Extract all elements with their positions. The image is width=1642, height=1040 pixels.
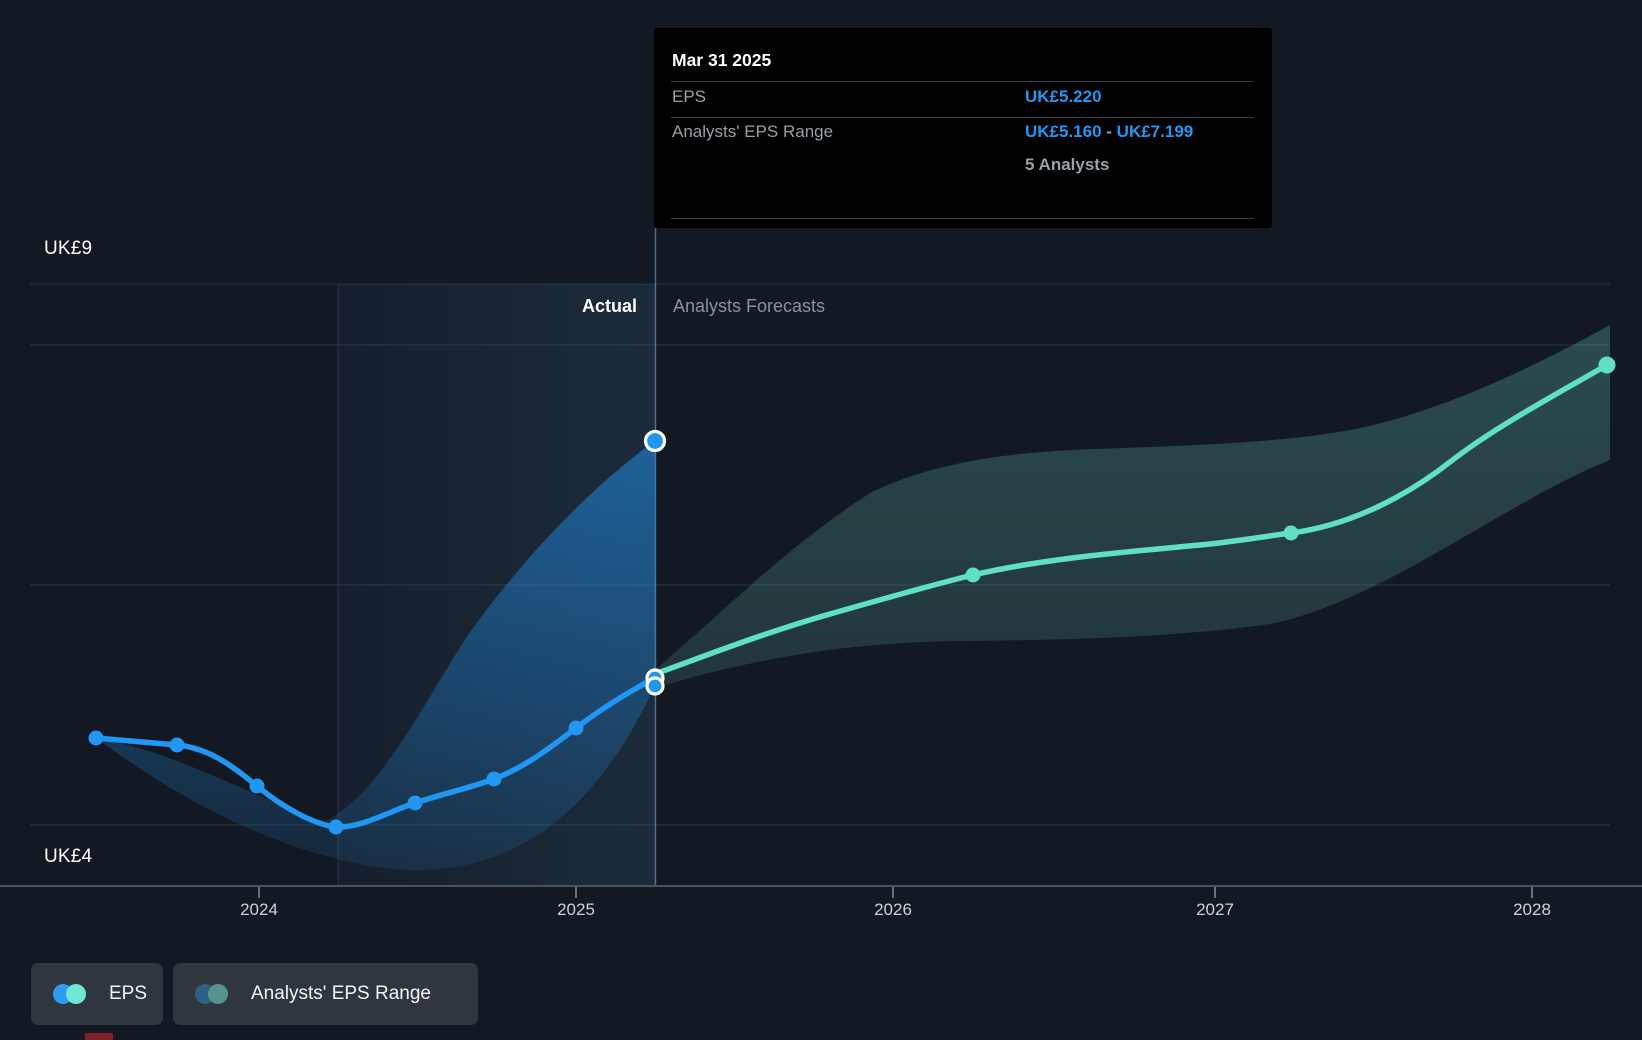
tooltip-divider [671, 81, 1254, 82]
tooltip-range-min: UK£5.160 [1025, 122, 1102, 141]
eps-data-point[interactable] [169, 737, 185, 753]
x-axis-label: 2025 [557, 900, 595, 919]
x-axis-label: 2026 [874, 900, 912, 919]
forecast-data-point[interactable] [1598, 356, 1616, 374]
forecast-data-point[interactable] [965, 567, 981, 583]
eps-data-point[interactable] [568, 720, 584, 736]
eps-data-point[interactable] [88, 730, 104, 746]
x-axis-label: 2027 [1196, 900, 1234, 919]
tooltip-range-separator: - [1101, 122, 1117, 141]
tooltip-divider [671, 218, 1254, 219]
tooltip-eps-value: UK£5.220 [1025, 87, 1102, 106]
eps-data-point[interactable] [328, 819, 344, 835]
x-axis-label: 2024 [240, 900, 278, 919]
past-analysts-range-band [96, 441, 655, 870]
tooltip-range-label: Analysts' EPS Range [672, 122, 834, 141]
forecast-phase-label: Analysts Forecasts [673, 296, 826, 316]
tooltip-eps-label: EPS [672, 87, 707, 106]
eps-highlighted-point[interactable] [645, 676, 665, 696]
y-axis-label-bottom: UK£4 [44, 846, 93, 867]
eps-data-point[interactable] [407, 795, 423, 811]
range-series-icon [195, 984, 243, 1004]
y-axis-label-top: UK£9 [44, 238, 93, 259]
eps-forecast-line [652, 362, 1610, 677]
forecast-data-point[interactable] [1283, 525, 1299, 541]
tooltip-range-max: UK£7.199 [1116, 122, 1194, 141]
eps-highlighted-point[interactable] [643, 429, 667, 453]
tooltip-analyst-count: 5 Analysts [1025, 155, 1110, 174]
legend-range-toggle[interactable]: Analysts' EPS Range [173, 963, 478, 1025]
tooltip-divider [671, 117, 1254, 118]
tooltip-range-value: UK£5.160 - UK£7.199 [1025, 122, 1193, 142]
legend-eps-toggle[interactable]: EPS [31, 963, 163, 1025]
actual-phase-label: Actual [581, 296, 637, 316]
x-axis-label: 2028 [1513, 900, 1551, 919]
eps-data-point[interactable] [249, 778, 265, 794]
bottom-red-bar [85, 1033, 113, 1040]
eps-data-point[interactable] [486, 771, 502, 787]
eps-series-icon [53, 984, 101, 1004]
tooltip-date-title: Mar 31 2025 [672, 50, 772, 70]
legend-range-label: Analysts' EPS Range [251, 983, 431, 1004]
tooltip: Mar 31 2025 EPS UK£5.220 Analysts' EPS R… [654, 28, 1272, 228]
forecast-analysts-range-band [655, 325, 1610, 688]
legend-eps-label: EPS [109, 983, 148, 1004]
legend: EPS Analysts' EPS Range [0, 963, 1642, 1025]
